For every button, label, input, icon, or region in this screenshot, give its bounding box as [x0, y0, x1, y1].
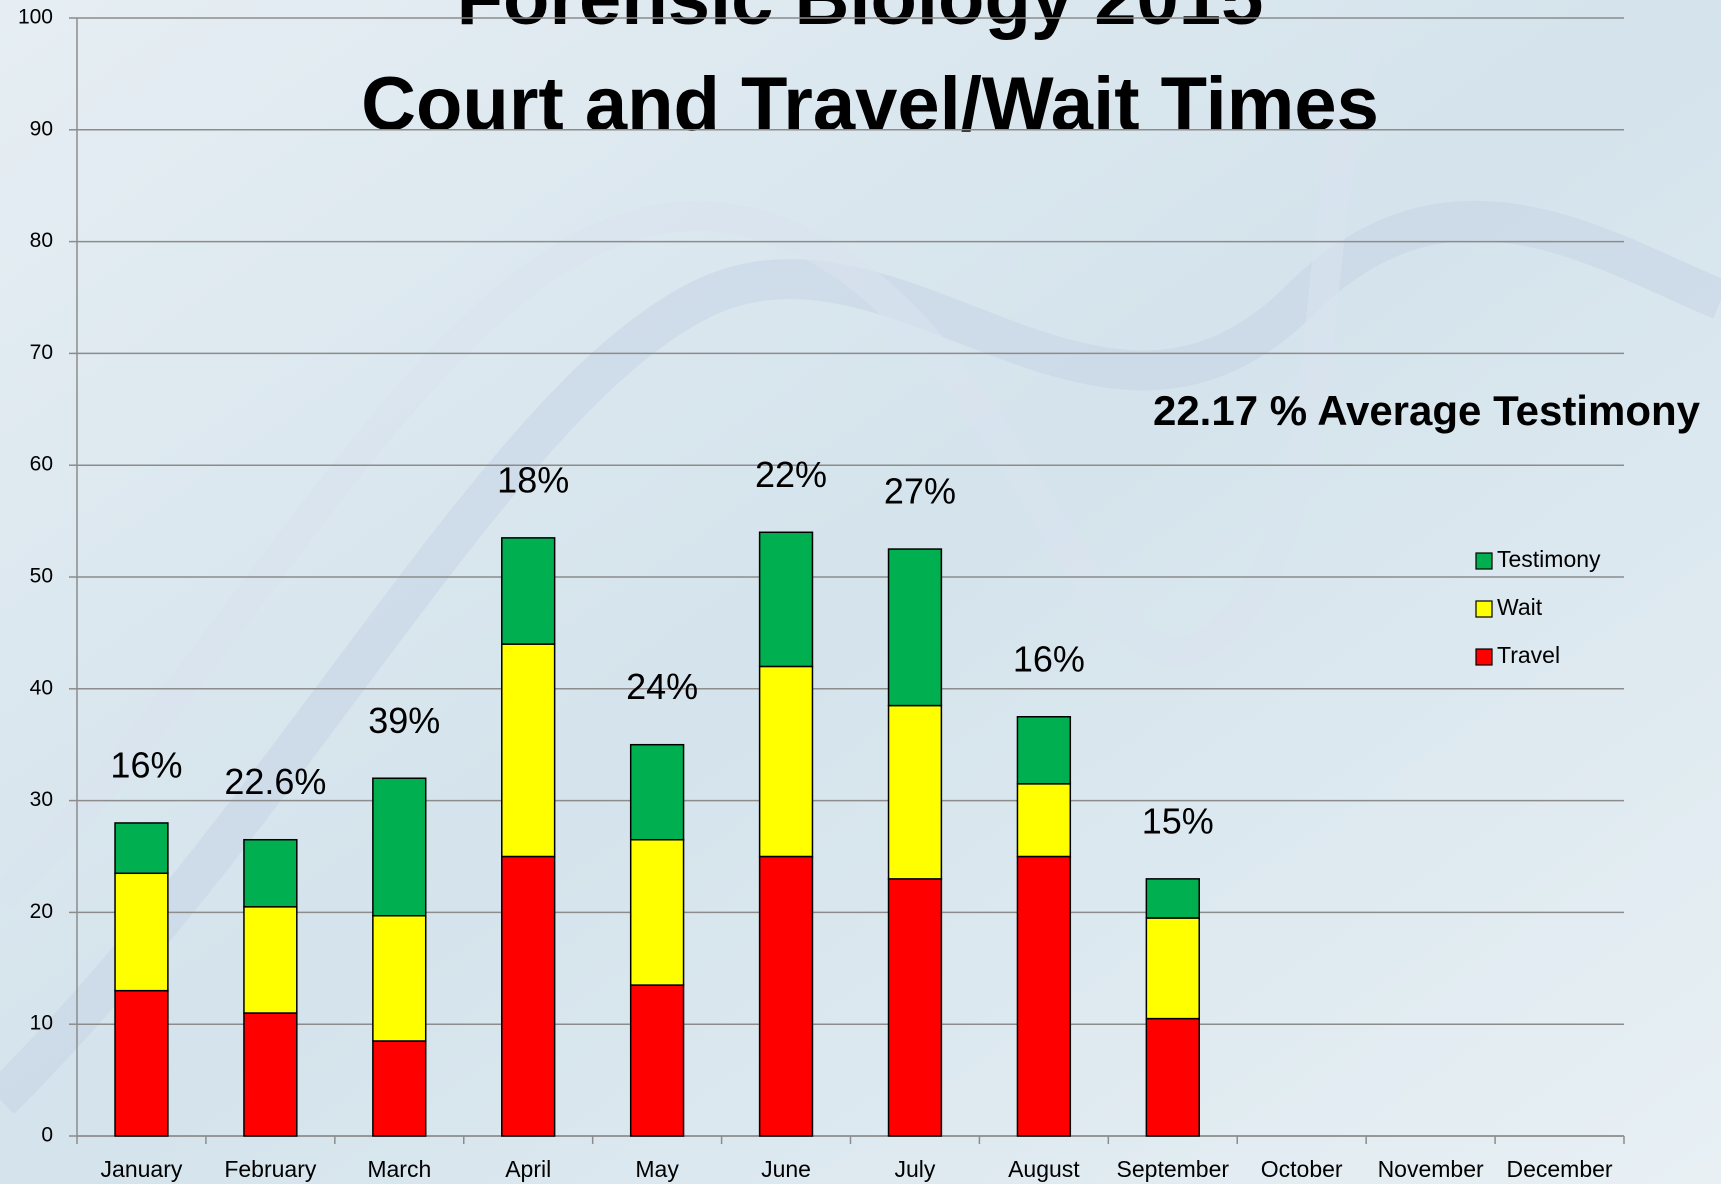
bar-label: 22.6%: [224, 761, 326, 802]
legend-label: Travel: [1497, 642, 1560, 668]
bar-segment: [1145, 878, 1200, 919]
bar-segment: [629, 838, 685, 986]
bar-segment: [887, 548, 943, 707]
legend-swatch: [1475, 552, 1493, 570]
y-tick-label: 90: [30, 117, 53, 140]
x-tick-label: November: [1378, 1156, 1484, 1182]
bar-segment: [114, 872, 169, 992]
helix-decoration: [0, 0, 1412, 911]
bar-segment: [1016, 855, 1072, 1137]
bar-label: 39%: [368, 700, 440, 741]
y-tick-label: 70: [30, 341, 53, 364]
x-tick-label: July: [895, 1156, 936, 1182]
x-tick-label: October: [1261, 1156, 1343, 1182]
bar-segment: [758, 665, 814, 858]
x-tick-label: August: [1008, 1156, 1080, 1182]
bar-label: 15%: [1142, 800, 1214, 841]
bar-segment: [114, 989, 169, 1137]
x-tick-label: May: [635, 1156, 679, 1182]
legend-swatch: [1475, 600, 1493, 618]
legend-label: Wait: [1497, 594, 1543, 620]
bar-label: 24%: [626, 666, 698, 707]
bar-segment: [501, 537, 556, 645]
bar-label: 18%: [497, 459, 569, 500]
x-tick-label: September: [1117, 1156, 1230, 1182]
bar-segment: [629, 984, 685, 1137]
bar-segment: [1145, 1017, 1200, 1137]
x-tick-label: December: [1506, 1156, 1612, 1182]
chart-subtitle: Court and Travel/Wait Times: [361, 62, 1379, 147]
bar-segment: [372, 1040, 427, 1137]
bar-segment: [372, 915, 427, 1042]
bar-segment: [758, 531, 814, 668]
bar-segment: [243, 1012, 298, 1137]
annotation: 22.17 % Average Testimony: [1153, 387, 1701, 434]
bar-segment: [372, 777, 427, 917]
bar-segment: [758, 855, 814, 1137]
y-tick-label: 100: [18, 6, 53, 29]
y-tick-label: 30: [30, 788, 53, 811]
y-tick-label: 60: [30, 453, 53, 476]
bar-segment: [501, 643, 556, 858]
bar-segment: [887, 878, 943, 1137]
y-tick-label: 20: [30, 900, 53, 923]
y-tick-label: 40: [30, 676, 53, 699]
bar-label: 16%: [1013, 638, 1085, 679]
bar-label: 16%: [110, 744, 182, 785]
bar-label: 22%: [755, 454, 827, 495]
bar-label: 27%: [884, 471, 956, 512]
x-tick-label: June: [761, 1156, 811, 1182]
x-tick-label: March: [367, 1156, 431, 1182]
y-tick-label: 50: [30, 565, 53, 588]
y-tick-label: 10: [30, 1012, 53, 1035]
bar-segment: [629, 743, 685, 841]
bar-segment: [887, 704, 943, 880]
y-tick-label: 0: [41, 1124, 53, 1147]
x-tick-label: January: [101, 1156, 183, 1182]
x-tick-label: April: [505, 1156, 551, 1182]
x-tick-label: February: [224, 1156, 317, 1182]
bar-segment: [1016, 783, 1072, 858]
bar-segment: [501, 855, 556, 1137]
chart-title: Forensic Biology 2015: [457, 0, 1264, 41]
bar-segment: [243, 838, 298, 908]
y-tick-label: 80: [30, 229, 53, 252]
bar-segment: [243, 906, 298, 1014]
bar-segment: [114, 822, 169, 875]
legend-swatch: [1475, 648, 1493, 666]
bar-segment: [1016, 716, 1072, 785]
legend-label: Testimony: [1497, 546, 1601, 572]
bar-segment: [1145, 917, 1200, 1020]
